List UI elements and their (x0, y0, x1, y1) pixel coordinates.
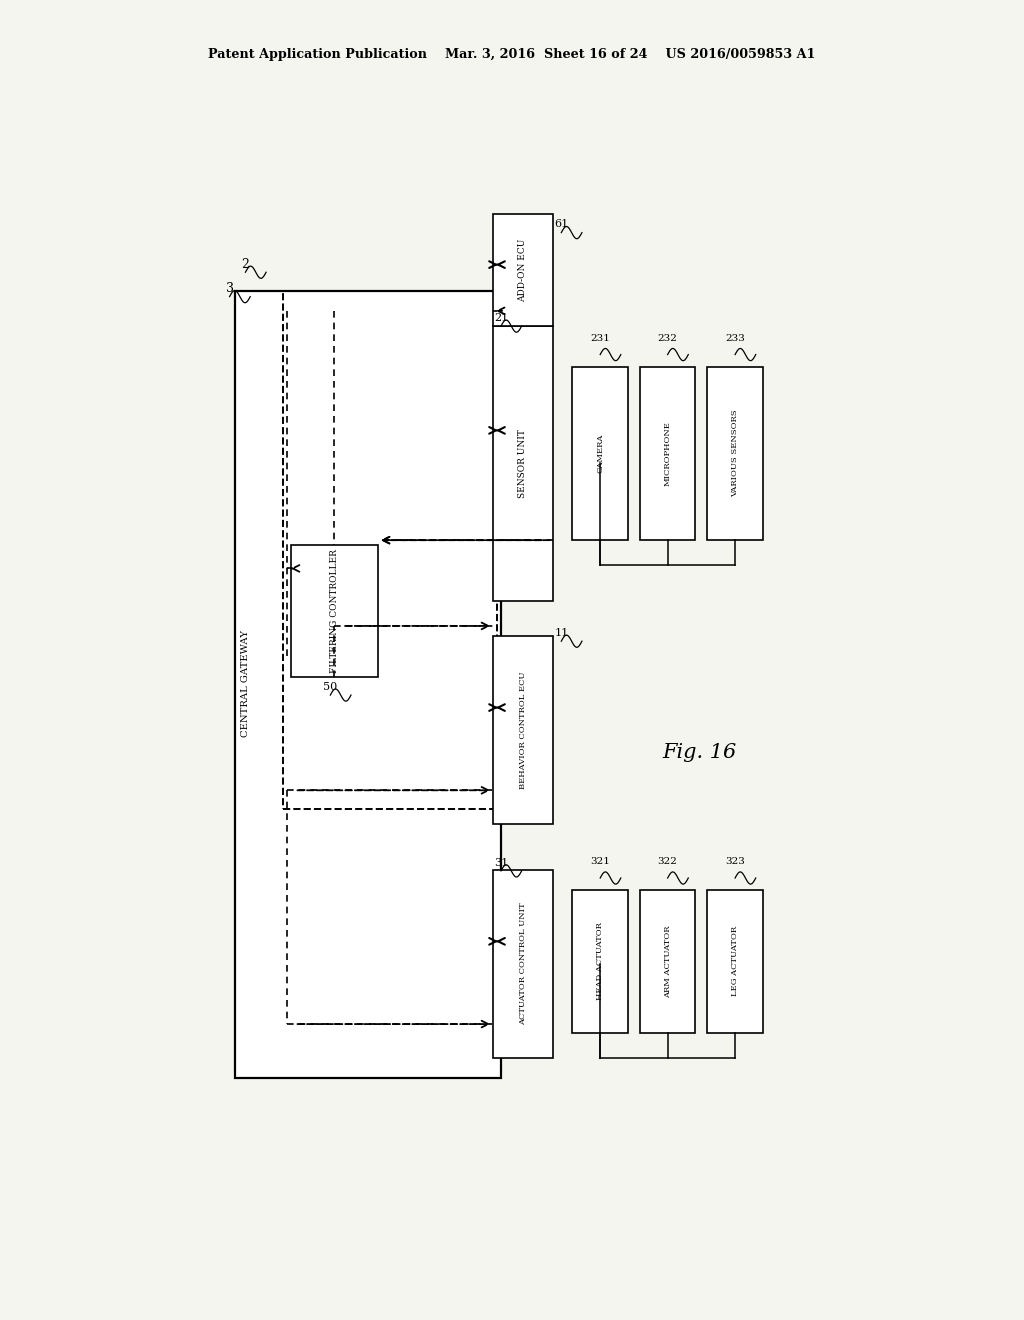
Bar (494, 214, 553, 326)
Text: CAMERA: CAMERA (596, 433, 604, 473)
Bar (708, 367, 763, 540)
Text: 50: 50 (324, 682, 338, 692)
Text: SENSOR UNIT: SENSOR UNIT (518, 429, 527, 498)
Text: MICROPHONE: MICROPHONE (664, 421, 672, 486)
Text: 31: 31 (494, 858, 508, 867)
Text: BEHAVIOR CONTROL ECU: BEHAVIOR CONTROL ECU (519, 672, 526, 789)
Bar (283, 290, 497, 809)
Bar (640, 367, 695, 540)
Text: 61: 61 (554, 219, 568, 230)
Text: 323: 323 (725, 857, 745, 866)
Text: 322: 322 (657, 857, 678, 866)
Text: Fig. 16: Fig. 16 (663, 743, 736, 763)
Text: VARIOUS SENSORS: VARIOUS SENSORS (731, 409, 739, 496)
Text: 231: 231 (590, 334, 610, 343)
Text: 21: 21 (494, 313, 508, 323)
Bar (494, 870, 553, 1057)
Bar (572, 367, 628, 540)
Text: ADD-ON ECU: ADD-ON ECU (518, 239, 527, 302)
Text: 233: 233 (725, 334, 745, 343)
Bar (572, 890, 628, 1032)
Text: 3: 3 (225, 282, 233, 294)
Text: ARM ACTUATOR: ARM ACTUATOR (664, 925, 672, 998)
Text: FILTERING CONTROLLER: FILTERING CONTROLLER (330, 549, 339, 673)
Text: 232: 232 (657, 334, 678, 343)
Bar (494, 326, 553, 601)
Bar (640, 890, 695, 1032)
Text: ACTUATOR CONTROL UNIT: ACTUATOR CONTROL UNIT (519, 903, 526, 1026)
Bar (708, 890, 763, 1032)
Bar (236, 290, 501, 1078)
Text: Patent Application Publication    Mar. 3, 2016  Sheet 16 of 24    US 2016/005985: Patent Application Publication Mar. 3, 2… (208, 48, 816, 61)
Text: 321: 321 (590, 857, 610, 866)
Text: 2: 2 (242, 257, 250, 271)
Text: CENTRAL GATEWAY: CENTRAL GATEWAY (241, 631, 250, 738)
Text: LEG ACTUATOR: LEG ACTUATOR (731, 927, 739, 997)
Bar (494, 636, 553, 824)
Bar (291, 545, 378, 677)
Text: 11: 11 (554, 628, 568, 638)
Text: HEAD ACTUATOR: HEAD ACTUATOR (596, 923, 604, 1001)
